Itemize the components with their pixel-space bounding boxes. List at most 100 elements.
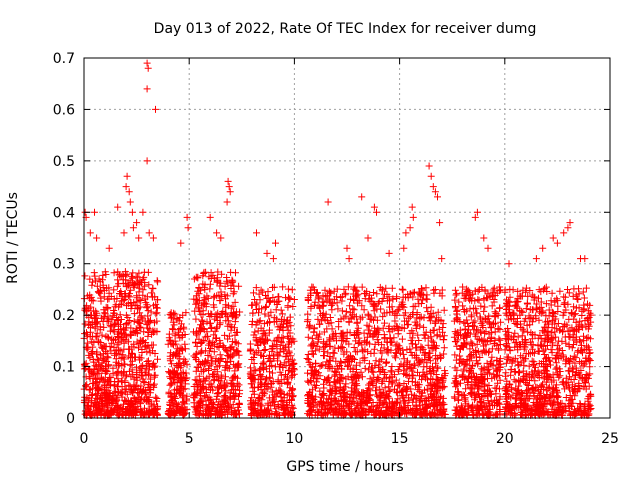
data-point: [276, 379, 284, 387]
data-point: [474, 296, 482, 304]
data-point: [206, 285, 214, 293]
data-point: [222, 400, 229, 408]
data-point: [216, 357, 224, 365]
data-point: [96, 401, 104, 409]
data-point: [143, 303, 151, 311]
data-point: [204, 357, 212, 365]
data-point: [121, 385, 129, 393]
data-point: [392, 354, 400, 362]
data-point: [505, 260, 513, 268]
data-point: [260, 320, 268, 328]
data-point: [190, 352, 198, 360]
data-point: [350, 344, 358, 351]
data-point: [112, 401, 120, 409]
data-point: [131, 395, 139, 403]
data-point: [251, 328, 259, 336]
data-point: [87, 407, 95, 415]
data-point: [207, 353, 215, 361]
data-point: [197, 367, 205, 375]
data-point: [123, 371, 131, 379]
data-point: [133, 338, 141, 346]
data-point: [118, 330, 125, 338]
data-point: [129, 389, 136, 397]
y-tick-label: 0: [66, 411, 75, 427]
data-point: [106, 343, 114, 351]
data-point: [134, 278, 142, 286]
data-point: [166, 352, 174, 360]
data-point: [192, 315, 200, 323]
data-point: [178, 345, 186, 353]
data-point: [90, 358, 98, 366]
data-point: [103, 358, 111, 365]
data-point: [250, 289, 257, 297]
data-point: [203, 332, 211, 340]
data-point: [223, 274, 231, 281]
data-point: [95, 275, 103, 283]
data-point: [137, 372, 145, 380]
data-point: [101, 382, 109, 390]
data-point: [100, 293, 108, 301]
data-point: [451, 286, 459, 294]
data-point: [199, 310, 207, 318]
data-point: [205, 273, 213, 281]
data-point: [364, 234, 372, 242]
data-point: [370, 345, 378, 353]
data-point: [93, 409, 101, 417]
data-point: [126, 382, 134, 390]
data-point: [560, 229, 568, 237]
data-point: [141, 341, 149, 349]
data-point: [289, 404, 297, 412]
data-point: [208, 310, 216, 318]
data-point: [116, 311, 124, 319]
data-point: [154, 278, 162, 286]
data-point: [279, 283, 287, 291]
data-point: [452, 291, 460, 299]
data-point: [142, 299, 150, 307]
data-point: [128, 361, 136, 369]
data-point: [142, 411, 150, 419]
data-point: [139, 275, 147, 283]
data-point: [180, 359, 188, 367]
data-point: [218, 385, 226, 392]
data-point: [438, 255, 446, 263]
data-point: [99, 271, 107, 279]
data-point: [137, 313, 145, 321]
data-points: [80, 59, 595, 419]
data-point: [196, 389, 204, 397]
data-point: [87, 349, 95, 357]
data-point: [255, 318, 263, 326]
data-point: [222, 362, 230, 370]
data-point: [150, 383, 158, 391]
x-tick-label: 15: [391, 431, 409, 447]
data-point: [88, 338, 96, 346]
data-point: [258, 389, 266, 397]
data-point: [83, 394, 91, 402]
data-point: [81, 272, 89, 280]
data-point: [97, 362, 105, 370]
data-point: [97, 400, 105, 407]
data-point: [202, 389, 210, 396]
data-point: [190, 383, 198, 390]
data-point: [269, 369, 276, 377]
data-point: [91, 324, 99, 332]
data-point: [165, 368, 173, 376]
data-point: [232, 391, 240, 399]
data-point: [249, 309, 257, 317]
data-point: [222, 373, 229, 381]
data-point: [194, 274, 202, 282]
data-point: [83, 410, 91, 418]
data-point: [118, 377, 126, 385]
data-point: [111, 321, 119, 329]
data-point: [402, 229, 410, 237]
data-point: [98, 331, 106, 339]
data-point: [172, 400, 180, 408]
data-point: [147, 375, 155, 383]
data-point: [104, 404, 112, 412]
data-point: [173, 385, 181, 393]
data-point: [145, 380, 152, 388]
data-point: [135, 269, 143, 277]
data-point: [509, 286, 517, 294]
data-point: [199, 359, 206, 367]
data-point: [139, 208, 147, 216]
data-point: [388, 284, 396, 292]
